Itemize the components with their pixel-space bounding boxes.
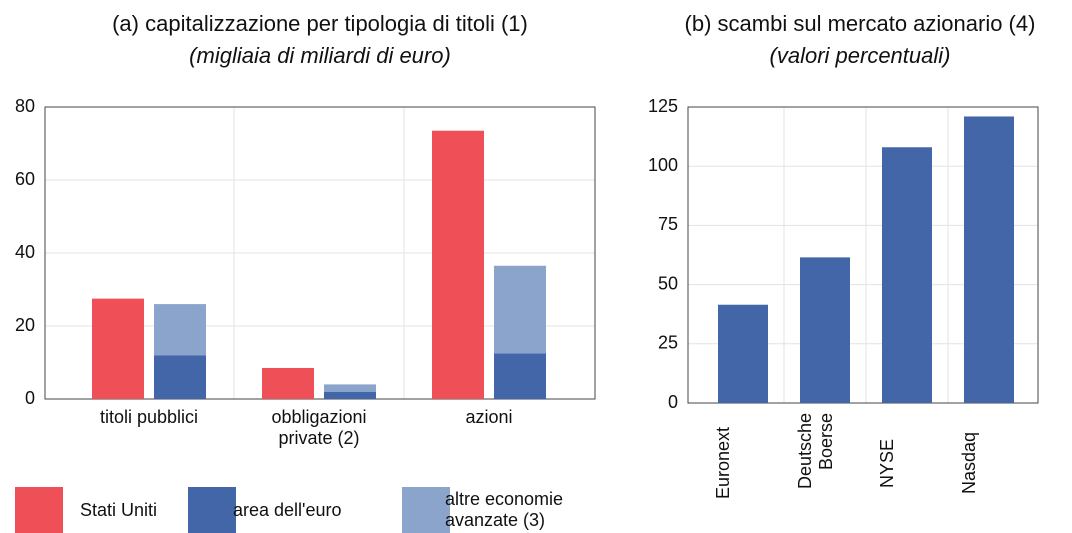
- chart-title: (b) scambi sul mercato azionario (4): [685, 11, 1036, 36]
- bar: [882, 147, 932, 403]
- y-tick-label: 25: [658, 333, 678, 353]
- x-tick-label: Euronext: [713, 426, 733, 500]
- chart-subtitle: (valori percentuali): [770, 43, 951, 68]
- plot-frame: [44, 106, 596, 400]
- legend-swatch: [402, 487, 450, 533]
- bar: [262, 367, 314, 399]
- y-tick-label: 40: [15, 242, 35, 262]
- bar: [800, 257, 850, 403]
- x-tick-label: obbligazioni private (2): [271, 407, 367, 448]
- bar: [324, 384, 376, 392]
- legend-swatch: [188, 487, 236, 533]
- y-tick-label: 0: [25, 388, 35, 408]
- chart-subtitle: (migliaia di miliardi di euro): [189, 43, 451, 68]
- legend-label: area dell'euro: [233, 500, 342, 520]
- y-tick-label: 20: [15, 315, 35, 335]
- x-tick-label: NYSE: [877, 438, 897, 488]
- bar: [718, 304, 768, 403]
- plot-frame: [687, 106, 1039, 404]
- y-tick-label: 60: [15, 169, 35, 189]
- bar: [154, 304, 206, 356]
- bar: [494, 353, 546, 399]
- legend-label: Stati Uniti: [80, 500, 158, 520]
- y-tick-label: 80: [15, 96, 35, 116]
- y-tick-label: 50: [658, 273, 678, 293]
- x-tick-label: azioni: [465, 407, 513, 427]
- y-tick-label: 125: [648, 96, 678, 116]
- x-tick-label: titoli pubblici: [99, 407, 199, 427]
- bar: [494, 265, 546, 354]
- bar: [432, 130, 484, 399]
- y-tick-label: 0: [668, 392, 678, 412]
- bar: [324, 391, 376, 399]
- chart-title: (a) capitalizzazione per tipologia di ti…: [112, 11, 528, 36]
- y-tick-label: 75: [658, 214, 678, 234]
- x-tick-label: Deutsche Boerse: [795, 413, 836, 490]
- legend-label: altre economie avanzate (3): [445, 489, 564, 530]
- bar: [92, 298, 144, 399]
- legend-swatch: [15, 487, 63, 533]
- x-tick-label: Nasdaq: [959, 431, 979, 495]
- bar: [964, 116, 1014, 404]
- bar: [154, 355, 206, 399]
- y-tick-label: 100: [648, 155, 678, 175]
